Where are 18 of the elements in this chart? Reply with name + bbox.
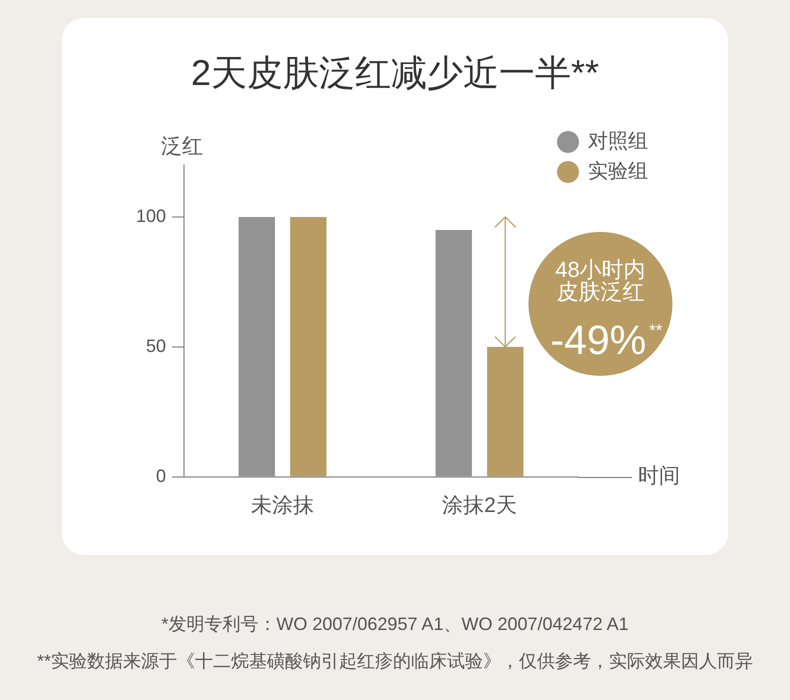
y-tick-label: 50 [146,336,166,356]
x-axis-title: 时间 [638,464,680,488]
legend-label: 对照组 [588,130,648,153]
y-tick-label: 0 [156,466,166,486]
text: **实验数据来源于《十二烷基磺酸钠引起红疹的临床试验》，仅供参考，实际效果因人而异 [36,650,754,673]
bar [238,216,275,476]
chart-title: 2天皮肤泛红减少近一半** [190,52,600,93]
x-tick-label: 未涂抹 [251,494,314,518]
legend-label: 实验组 [588,160,648,183]
bar [436,230,472,476]
y-tick-label: 100 [136,206,166,226]
x-tick-label: 涂抹2天 [442,494,517,518]
bar [487,346,524,476]
y-axis-title: 泛红 [161,134,204,158]
bar [290,216,326,476]
annotation: 48小时内皮肤泛红 [554,256,647,304]
annotation: -49%$^{**}$ [549,316,664,365]
text: *发明专利号：WO 2007/062957 A1、WO 2007/042472 A1 [160,613,630,636]
